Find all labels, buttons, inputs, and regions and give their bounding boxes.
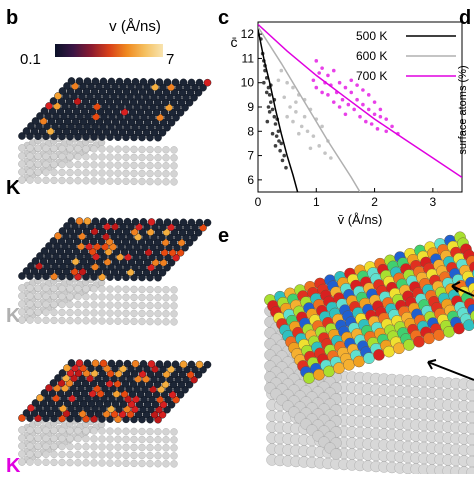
atom-slab-large <box>264 232 474 474</box>
